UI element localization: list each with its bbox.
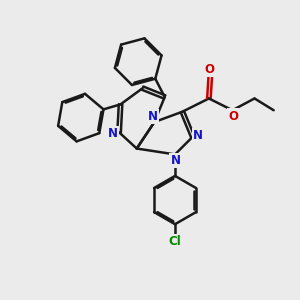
Text: N: N — [171, 154, 181, 167]
Text: N: N — [148, 110, 158, 123]
Text: O: O — [205, 63, 215, 76]
Text: N: N — [193, 129, 203, 142]
Text: N: N — [108, 127, 118, 140]
Text: Cl: Cl — [169, 236, 182, 248]
Text: O: O — [228, 110, 238, 123]
